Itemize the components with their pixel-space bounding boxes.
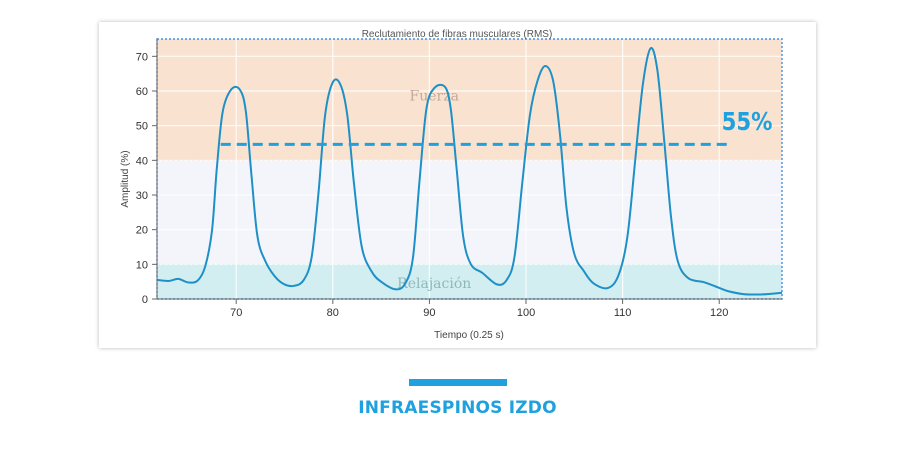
- threshold-label: 55%: [722, 107, 773, 136]
- x-tick-label-1: 80: [327, 307, 339, 319]
- caption-accent-bar: [409, 379, 507, 386]
- chart-axes: 0 10 20 30 40 50 60 70 70 80 90 100 110 120: [136, 39, 782, 319]
- x-tick-label-0: 70: [230, 307, 242, 319]
- band-label-fuerza: Fuerza: [410, 89, 459, 105]
- x-tick-label-4: 110: [614, 307, 632, 319]
- y-tick-label-5: 50: [136, 121, 148, 133]
- x-axis-label: Tiempo (0.25 s): [434, 330, 504, 341]
- y-tick-label-2: 20: [136, 225, 148, 237]
- chart-title: Reclutamiento de fibras musculares (RMS): [362, 29, 553, 40]
- y-tick-label-7: 70: [136, 51, 148, 63]
- x-tick-label-5: 120: [710, 307, 728, 319]
- band-1: [157, 160, 782, 265]
- chart-card: Fuerza Relajación 0 10 20 30 40 50 60 70 70 80 90 1…: [99, 22, 816, 348]
- caption-title: INFRAESPINOS IZDO: [358, 398, 557, 418]
- y-tick-label-3: 30: [136, 190, 148, 202]
- y-tick-label-0: 0: [142, 294, 148, 306]
- amplitude-chart: Fuerza Relajación 0 10 20 30 40 50 60 70 70 80 90 1…: [120, 29, 783, 341]
- y-tick-label-4: 40: [136, 155, 148, 167]
- y-axis-label: Amplitud (%): [120, 150, 131, 207]
- chart-bands: [157, 39, 782, 299]
- band-2: [157, 264, 782, 299]
- x-tick-label-3: 100: [517, 307, 535, 319]
- y-tick-label-1: 10: [136, 259, 148, 271]
- band-label-relajacion: Relajación: [397, 276, 471, 292]
- band-0: [157, 39, 782, 161]
- x-tick-label-2: 90: [423, 307, 435, 319]
- series-line-rms: [156, 47, 783, 296]
- y-tick-label-6: 60: [136, 86, 148, 98]
